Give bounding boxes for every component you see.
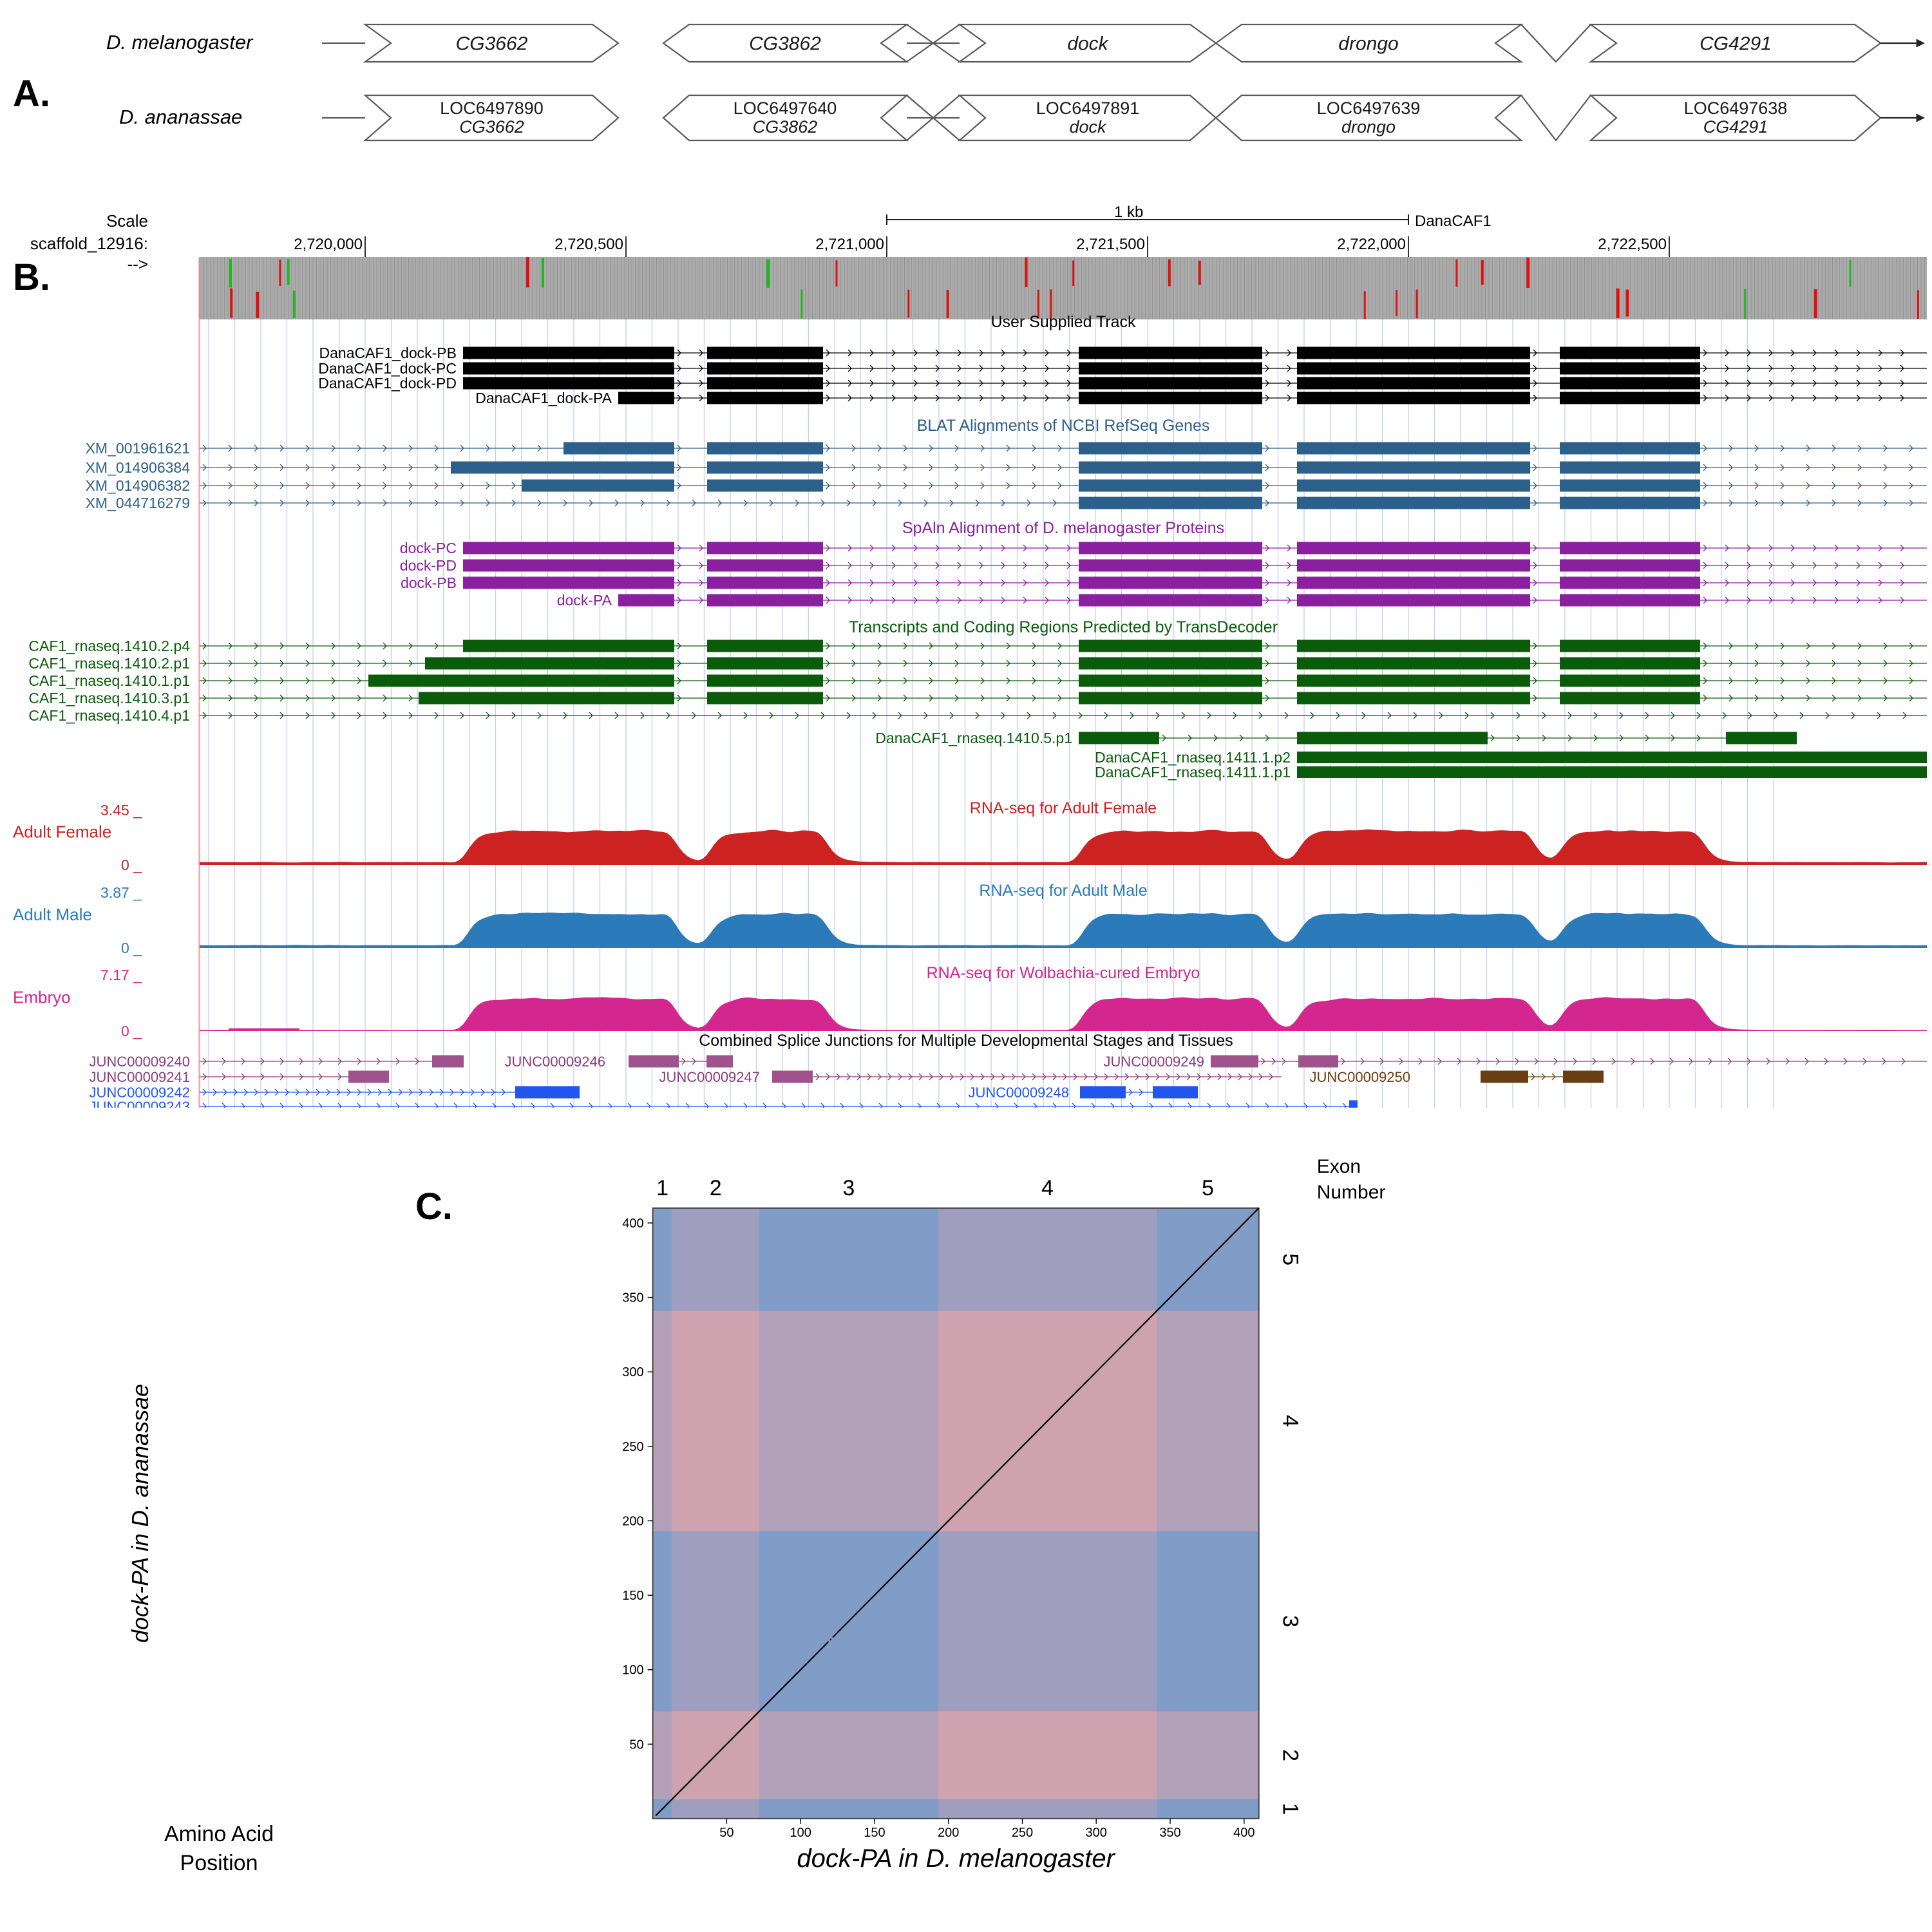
svg-text:50: 50 [629,1738,643,1752]
svg-text:350: 350 [622,1291,643,1305]
svg-text:dock-PA in D. ananassae: dock-PA in D. ananassae [127,1384,153,1643]
svg-text:100: 100 [790,1826,811,1840]
svg-text:C.: C. [415,1186,453,1227]
svg-text:50: 50 [719,1826,734,1840]
svg-text:dock-PA in D. melanogaster: dock-PA in D. melanogaster [797,1844,1115,1873]
svg-text:1: 1 [656,1176,668,1200]
svg-text:350: 350 [1159,1826,1180,1840]
svg-text:Exon: Exon [1317,1156,1361,1177]
svg-text:200: 200 [938,1826,959,1840]
svg-text:400: 400 [622,1217,643,1231]
svg-text:2: 2 [1278,1749,1303,1761]
svg-text:3: 3 [1278,1615,1303,1627]
svg-text:4: 4 [1278,1415,1303,1427]
svg-text:200: 200 [622,1515,643,1529]
svg-text:100: 100 [622,1663,643,1678]
svg-text:5: 5 [1202,1176,1214,1200]
svg-text:Number: Number [1317,1182,1386,1203]
svg-text:400: 400 [1233,1826,1255,1840]
svg-text:Amino Acid: Amino Acid [164,1822,274,1846]
svg-text:150: 150 [622,1589,643,1603]
svg-text:1: 1 [1278,1803,1303,1815]
svg-text:4: 4 [1041,1176,1054,1200]
svg-text:250: 250 [1012,1826,1033,1840]
svg-text:300: 300 [622,1365,643,1379]
svg-text:3: 3 [842,1176,855,1200]
svg-text:Position: Position [180,1851,258,1875]
svg-text:300: 300 [1086,1826,1107,1840]
svg-text:150: 150 [864,1826,885,1840]
svg-text:2: 2 [710,1176,722,1200]
svg-text:5: 5 [1278,1253,1303,1265]
svg-text:250: 250 [622,1440,643,1454]
